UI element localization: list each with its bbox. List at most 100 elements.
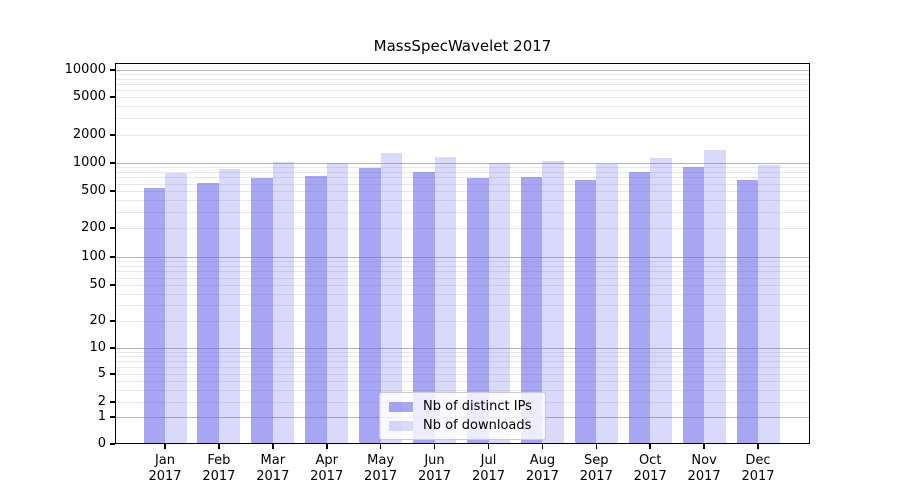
bar: [682, 166, 705, 444]
legend-swatch: [389, 402, 413, 412]
bar: [218, 168, 241, 444]
grid-line-minor: [115, 177, 810, 179]
grid-line-minor: [115, 367, 810, 369]
y-tick-label: 5: [97, 366, 106, 381]
y-tick: [110, 190, 115, 192]
x-tick-label: Dec 2017: [741, 453, 775, 484]
y-tick: [110, 134, 115, 136]
grid-line-minor: [115, 389, 810, 391]
x-tick: [595, 444, 597, 449]
grid-line-minor: [115, 356, 810, 358]
x-tick-label: Sep 2017: [579, 453, 613, 484]
bar: [413, 171, 435, 444]
y-tick-label: 100: [81, 249, 106, 264]
grid-line-minor: [115, 277, 810, 279]
bar: [165, 172, 187, 444]
x-tick: [272, 444, 274, 449]
grid-line-minor: [115, 97, 810, 98]
bar: [251, 178, 273, 444]
bar: [520, 176, 543, 444]
grid-line-minor: [115, 191, 810, 192]
y-tick-label: 500: [81, 183, 106, 198]
y-tick-label: 20: [89, 313, 106, 328]
x-tick: [757, 444, 759, 449]
axis-spine-left: [115, 63, 117, 444]
bar: [272, 162, 295, 444]
grid-line-minor: [115, 74, 810, 76]
grid-line-minor: [115, 271, 810, 273]
y-tick: [110, 69, 115, 71]
grid-line-minor: [115, 321, 810, 322]
grid-line-minor: [115, 183, 810, 185]
bar: [574, 180, 597, 444]
x-tick-label: Apr 2017: [310, 453, 344, 484]
x-tick: [541, 444, 544, 449]
x-tick-label: Jun 2017: [417, 453, 452, 484]
x-tick-label: May 2017: [364, 453, 398, 484]
y-tick: [110, 256, 115, 258]
y-tick-label: 1: [97, 409, 106, 424]
bar: [704, 150, 726, 444]
bar: [143, 188, 165, 444]
grid-line-minor: [115, 261, 810, 263]
y-tick-label: 1000: [72, 155, 106, 170]
legend-item: Nb of downloads: [389, 418, 536, 434]
grid-line-minor: [115, 374, 810, 375]
y-tick: [110, 416, 115, 418]
axis-spine-right: [808, 63, 810, 444]
bar: [596, 163, 618, 444]
grid-line-major: [115, 348, 810, 349]
y-tick: [110, 401, 115, 403]
y-tick: [110, 96, 115, 98]
legend-label: Nb of downloads: [423, 418, 532, 433]
bar: [467, 177, 489, 444]
grid-line-minor: [115, 228, 810, 229]
grid-line-minor: [115, 380, 810, 382]
chart-title: MassSpecWavelet 2017: [373, 37, 552, 55]
x-tick: [703, 444, 705, 449]
bar: [758, 164, 780, 444]
y-tick: [110, 284, 115, 286]
grid-line-major: [115, 257, 810, 258]
bar: [197, 182, 219, 444]
grid-line-minor: [115, 285, 810, 286]
grid-line-minor: [115, 118, 810, 120]
y-tick-label: 200: [81, 220, 106, 235]
y-tick: [110, 162, 115, 164]
y-tick-label: 2: [97, 394, 106, 409]
bar: [628, 172, 651, 444]
x-tick: [164, 444, 166, 449]
bar: [380, 153, 403, 444]
grid-line-minor: [115, 89, 810, 91]
y-tick: [110, 443, 115, 445]
axis-spine-top: [115, 63, 810, 65]
x-tick: [487, 444, 490, 449]
bar: [434, 157, 456, 444]
grid-line-minor: [115, 106, 810, 108]
grid-line-minor: [115, 172, 810, 173]
x-tick: [379, 444, 382, 449]
x-tick-label: Mar 2017: [256, 453, 290, 484]
legend: Nb of distinct IPs Nb of downloads: [379, 392, 546, 440]
x-tick: [433, 444, 436, 449]
bar: [650, 158, 672, 444]
axis-spine-bottom: [115, 442, 810, 445]
y-tick-label: 10: [89, 340, 106, 355]
grid-line-minor: [115, 200, 810, 201]
grid-line-major: [115, 163, 810, 164]
grid-line-minor: [115, 167, 810, 169]
grid-line-minor: [115, 78, 810, 80]
plot-area: Nb of distinct IPs Nb of downloads: [115, 63, 810, 445]
legend-item: Nb of distinct IPs: [389, 399, 536, 415]
y-tick-label: 10000: [64, 62, 106, 77]
grid-line-minor: [115, 135, 810, 136]
x-tick-label: Jul 2017: [471, 453, 506, 484]
grid-line-minor: [115, 305, 810, 307]
bar: [305, 176, 327, 444]
x-tick: [649, 444, 651, 449]
x-tick-label: Feb 2017: [202, 453, 236, 484]
grid-line-minor: [115, 83, 810, 85]
grid-line-minor: [115, 361, 810, 363]
grid-line-major: [115, 70, 810, 71]
